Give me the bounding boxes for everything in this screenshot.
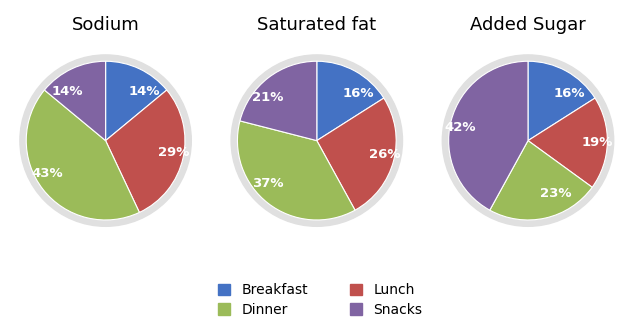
Text: 16%: 16% (343, 87, 374, 100)
Wedge shape (528, 61, 595, 141)
Wedge shape (106, 61, 167, 141)
Wedge shape (106, 90, 185, 213)
Title: Sodium: Sodium (72, 16, 140, 34)
Wedge shape (44, 61, 106, 141)
Wedge shape (317, 61, 384, 141)
Text: 21%: 21% (252, 92, 284, 104)
Text: 43%: 43% (31, 167, 63, 180)
Text: 14%: 14% (51, 85, 83, 98)
Text: 16%: 16% (554, 87, 586, 100)
Text: 23%: 23% (540, 187, 572, 200)
Text: 26%: 26% (369, 147, 401, 161)
Title: Saturated fat: Saturated fat (257, 16, 376, 34)
Wedge shape (26, 90, 140, 220)
Wedge shape (449, 61, 528, 210)
Title: Added Sugar: Added Sugar (470, 16, 586, 34)
Wedge shape (240, 61, 317, 141)
Circle shape (20, 55, 191, 226)
Wedge shape (490, 141, 592, 220)
Text: 14%: 14% (129, 85, 160, 98)
Text: 37%: 37% (252, 177, 284, 190)
Text: 19%: 19% (582, 136, 613, 149)
Circle shape (442, 55, 614, 226)
Text: 29%: 29% (158, 146, 189, 159)
Wedge shape (528, 98, 607, 187)
Text: 42%: 42% (444, 121, 476, 134)
Legend: Breakfast, Dinner, Lunch, Snacks: Breakfast, Dinner, Lunch, Snacks (218, 283, 422, 317)
Wedge shape (317, 98, 396, 210)
Wedge shape (237, 121, 355, 220)
Circle shape (231, 55, 403, 226)
